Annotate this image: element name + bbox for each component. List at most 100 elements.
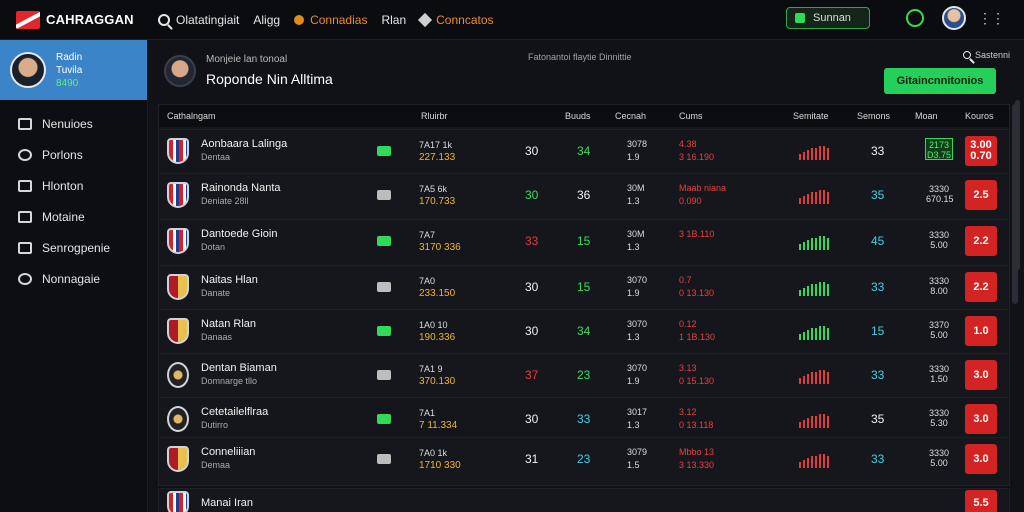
- page-scrollbar[interactable]: [1015, 100, 1020, 270]
- chat-icon[interactable]: [377, 236, 391, 246]
- sidebar-item-1[interactable]: Porlons: [0, 139, 147, 170]
- trend-bar: [803, 288, 805, 296]
- trend-bar: [815, 372, 817, 384]
- chat-icon[interactable]: [377, 454, 391, 464]
- stat-a: 30: [525, 324, 539, 338]
- odds-button[interactable]: 3.0: [965, 360, 997, 390]
- trend-bar: [807, 330, 809, 340]
- stat-c: 3079 1.5: [627, 447, 648, 470]
- stat-c: 3070 1.3: [627, 319, 648, 342]
- trend-bar: [819, 236, 821, 250]
- odds-button[interactable]: 3.00 0.70: [965, 136, 997, 166]
- odds-button[interactable]: 2.5: [965, 180, 997, 210]
- trend-bar: [807, 374, 809, 384]
- more-icon[interactable]: ⋮⋮: [978, 9, 1005, 26]
- trend-bar: [819, 414, 821, 428]
- sidebar-item-5[interactable]: Nonnagaie: [0, 263, 147, 294]
- chat-icon[interactable]: [377, 190, 391, 200]
- col-header[interactable]: Semons: [857, 111, 891, 121]
- stat-a: 30: [525, 144, 539, 158]
- col-header[interactable]: Rluirbr: [421, 111, 448, 121]
- odds-value[interactable]: 3370 5.00: [928, 320, 950, 340]
- header-search[interactable]: Sastenni: [962, 50, 1010, 60]
- trend-bar: [827, 148, 829, 160]
- col-header[interactable]: Moan: [915, 111, 938, 121]
- odds-button[interactable]: 1.0: [965, 316, 997, 346]
- search-icon: [158, 13, 170, 26]
- stat-e: 33: [871, 144, 885, 158]
- status-toggle[interactable]: Sunnan: [786, 7, 870, 29]
- market-label: 7A17 1k: [419, 140, 453, 150]
- col-header[interactable]: Cecnah: [615, 111, 647, 121]
- table-row[interactable]: Conneliiian Demaa 7A0 1k 1710 330 31 23 3079 1…: [159, 437, 1009, 483]
- table-row[interactable]: Natan Rlan Danaas 1A0 10 190.336 30 34 3070 1.…: [159, 309, 1009, 353]
- market-value: 1710 330: [419, 460, 461, 471]
- trend-sparkline: [799, 412, 829, 428]
- profile-avatar: [10, 52, 46, 88]
- odds-button[interactable]: 2.2: [965, 272, 997, 302]
- nav-item-4[interactable]: Rlan: [381, 12, 407, 27]
- trend-bar: [799, 378, 801, 384]
- table-row[interactable]: Manai Iran 5.5: [158, 488, 1010, 512]
- nav-search[interactable]: Olatatingiait: [158, 13, 239, 27]
- team-crest-icon: [167, 138, 189, 164]
- odds-button[interactable]: 3.0: [965, 444, 997, 474]
- odds-value[interactable]: 3330 5.00: [928, 230, 950, 250]
- stat-d: 4.38 3 16.190: [679, 139, 715, 162]
- primary-cta-button[interactable]: Gitaincnnitonios: [884, 68, 996, 94]
- nav-item-5[interactable]: Conncatos: [418, 12, 494, 27]
- nav-item-3[interactable]: Connadias: [294, 13, 367, 27]
- team-subtitle: Danate: [201, 288, 231, 298]
- brand-logo[interactable]: CAHRAGGAN: [0, 10, 148, 29]
- chat-icon[interactable]: [377, 414, 391, 424]
- odds-value[interactable]: 3330 8.00: [928, 276, 950, 296]
- table-row[interactable]: Dentan Biaman Domnarge tllo 7A1 9 370.130 37…: [159, 353, 1009, 397]
- odds-button[interactable]: 2.2: [965, 226, 997, 256]
- table-row[interactable]: Rainonda Nanta Deniate 28ll 7A5 6k 170.733 3…: [159, 173, 1009, 219]
- table-row[interactable]: Dantoede Gioin Dotan 7A7 3170 336 33 15 30M 1.…: [159, 219, 1009, 265]
- odds-value[interactable]: 3330 670.15: [926, 184, 954, 204]
- chat-icon[interactable]: [377, 370, 391, 380]
- team-name: Rainonda Nanta: [201, 182, 281, 194]
- odds-value[interactable]: 3330 5.00: [928, 448, 950, 468]
- profile-card[interactable]: Radin Tuvila 8490: [0, 40, 147, 100]
- table-row[interactable]: Cetetailelflraa Dutirro 7A1 7 11.334 30 33 301…: [159, 397, 1009, 437]
- diamond-icon: [418, 12, 433, 27]
- refresh-icon[interactable]: [906, 9, 924, 27]
- stat-e: 35: [871, 188, 885, 202]
- col-header[interactable]: Cums: [679, 111, 703, 121]
- sidebar-item-2[interactable]: Hlonton: [0, 170, 147, 201]
- stat-d: Maab niana 0.090: [679, 183, 727, 206]
- sidebar-item-3[interactable]: Motaine: [0, 201, 147, 232]
- col-header[interactable]: Kouros: [965, 111, 994, 121]
- odds-button[interactable]: 3.0: [965, 404, 997, 434]
- col-header[interactable]: Buuds: [565, 111, 591, 121]
- sidebar-item-4[interactable]: Senrogpenie: [0, 232, 147, 263]
- trend-bar: [799, 244, 801, 250]
- col-header[interactable]: Semitate: [793, 111, 829, 121]
- odds-value[interactable]: 2173 D3.75: [925, 138, 953, 160]
- chat-icon[interactable]: [377, 282, 391, 292]
- table-row[interactable]: Aonbaara Lalinga Dentaa 7A17 1k 227.133 30 34…: [159, 129, 1009, 173]
- table-row[interactable]: Naitas Hlan Danate 7A0 233.150 30 15 3070 1.9 0…: [159, 265, 1009, 309]
- chat-icon[interactable]: [377, 146, 391, 156]
- profile-role: Tuvila: [56, 64, 83, 76]
- sidebar-item-0[interactable]: Nenuioes: [0, 108, 147, 139]
- chat-icon[interactable]: [377, 326, 391, 336]
- odds-value[interactable]: 3330 1.50: [928, 364, 950, 384]
- odds-value[interactable]: 3330 5.30: [928, 408, 950, 428]
- team-crest-icon: [167, 182, 189, 208]
- odds-button[interactable]: 5.5: [965, 490, 997, 512]
- stat-a: 33: [525, 234, 539, 248]
- stat-e: 33: [871, 368, 885, 382]
- grid-icon: [18, 179, 32, 192]
- trend-bar: [807, 240, 809, 250]
- trend-bar: [811, 456, 813, 468]
- stat-c: 3070 1.9: [627, 275, 648, 298]
- search-icon: [962, 51, 971, 59]
- market-value: 190.336: [419, 332, 456, 343]
- nav-item-2[interactable]: Aligg: [253, 12, 281, 27]
- col-header[interactable]: Cathalngam: [167, 111, 216, 121]
- avatar[interactable]: [942, 6, 966, 30]
- trend-bar: [807, 150, 809, 160]
